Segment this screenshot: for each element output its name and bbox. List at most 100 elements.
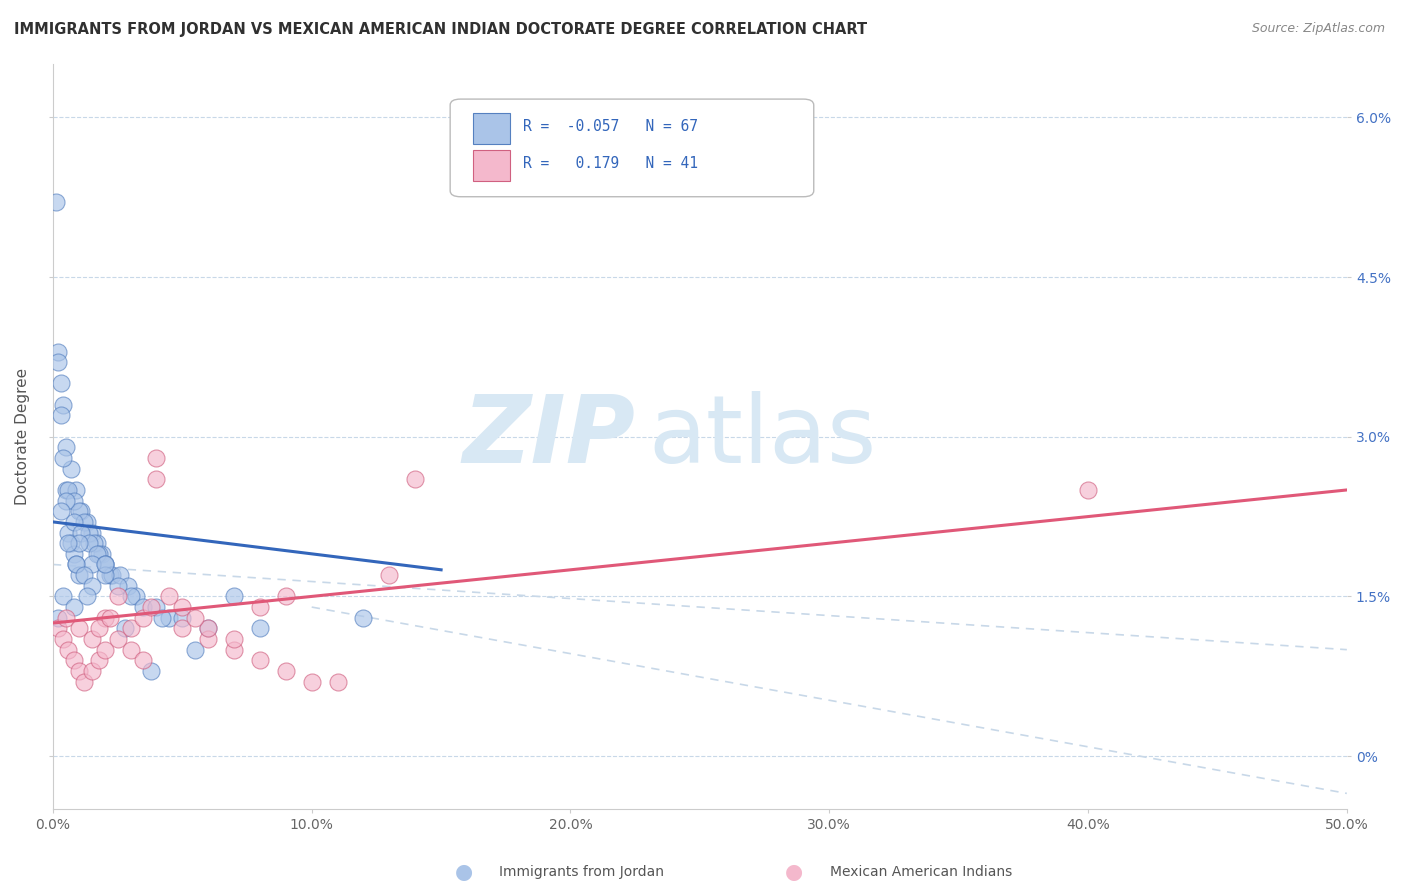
Point [157, 590, 180, 604]
Point [249, 600, 271, 615]
Point [249, 621, 271, 635]
Point [62, 547, 84, 561]
Point [52, 632, 75, 646]
Point [58, 642, 80, 657]
Point [145, 472, 167, 486]
Point [49, 504, 72, 518]
Point [52, 590, 75, 604]
Point [80, 632, 103, 646]
Point [145, 450, 167, 465]
Point [55, 493, 77, 508]
Point [52, 398, 75, 412]
Point [73, 515, 96, 529]
Point [58, 536, 80, 550]
Point [108, 568, 131, 582]
Point [98, 611, 121, 625]
Point [141, 600, 163, 615]
Point [197, 621, 219, 635]
Point [65, 558, 87, 572]
Point [145, 600, 167, 615]
Point [80, 558, 103, 572]
Point [46, 621, 69, 635]
Point [73, 674, 96, 689]
Point [93, 558, 115, 572]
Point [93, 611, 115, 625]
Point [114, 621, 136, 635]
Text: IMMIGRANTS FROM JORDAN VS MEXICAN AMERICAN INDIAN DOCTORATE DEGREE CORRELATION C: IMMIGRANTS FROM JORDAN VS MEXICAN AMERIC… [14, 22, 868, 37]
Point [73, 568, 96, 582]
Point [107, 579, 129, 593]
Point [62, 515, 84, 529]
Point [197, 621, 219, 635]
Point [46, 355, 69, 369]
Point [172, 611, 194, 625]
Point [132, 600, 155, 615]
Point [184, 611, 207, 625]
Point [117, 579, 139, 593]
Point [274, 664, 297, 678]
Text: ZIP: ZIP [463, 391, 636, 483]
Point [55, 441, 77, 455]
Point [86, 547, 108, 561]
Text: atlas: atlas [648, 391, 876, 483]
Point [70, 525, 93, 540]
Point [80, 664, 103, 678]
FancyBboxPatch shape [450, 99, 814, 197]
Point [67, 664, 90, 678]
Point [93, 558, 115, 572]
Text: Immigrants from Jordan: Immigrants from Jordan [499, 865, 664, 880]
Point [172, 621, 194, 635]
Point [49, 376, 72, 391]
Point [301, 674, 323, 689]
Point [60, 461, 83, 475]
Point [120, 590, 142, 604]
Point [172, 600, 194, 615]
Point [60, 536, 83, 550]
Point [120, 621, 142, 635]
Point [67, 504, 90, 518]
Point [62, 493, 84, 508]
Point [80, 579, 103, 593]
Point [76, 515, 98, 529]
Point [197, 632, 219, 646]
Point [86, 536, 108, 550]
Point [184, 642, 207, 657]
Point [222, 642, 245, 657]
Point [274, 590, 297, 604]
Point [222, 632, 245, 646]
Point [89, 547, 111, 561]
Point [89, 653, 111, 667]
Point [70, 504, 93, 518]
Point [107, 632, 129, 646]
Text: R =  -0.057   N = 67: R = -0.057 N = 67 [523, 119, 697, 134]
Text: R =   0.179   N = 41: R = 0.179 N = 41 [523, 156, 697, 171]
Text: ●: ● [456, 863, 472, 882]
Point [62, 653, 84, 667]
Point [49, 409, 72, 423]
Point [98, 568, 121, 582]
Point [222, 590, 245, 604]
Point [67, 536, 90, 550]
Point [55, 483, 77, 497]
Point [378, 568, 401, 582]
Point [157, 611, 180, 625]
Point [52, 450, 75, 465]
Text: ●: ● [786, 863, 803, 882]
Point [77, 525, 100, 540]
Point [1077, 483, 1099, 497]
Point [132, 611, 155, 625]
Point [93, 558, 115, 572]
Point [58, 483, 80, 497]
Point [91, 547, 114, 561]
Point [67, 621, 90, 635]
Point [46, 344, 69, 359]
Point [89, 621, 111, 635]
Point [326, 674, 349, 689]
Point [65, 483, 87, 497]
Point [93, 642, 115, 657]
Point [55, 611, 77, 625]
Point [44, 195, 66, 210]
Point [46, 611, 69, 625]
Point [150, 611, 173, 625]
FancyBboxPatch shape [474, 150, 509, 181]
